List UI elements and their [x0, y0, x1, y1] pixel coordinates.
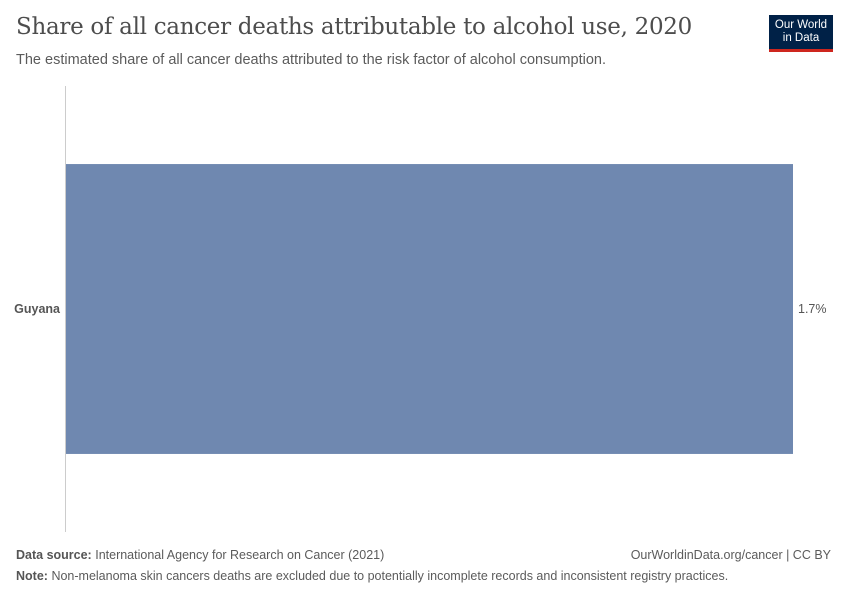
note-label: Note:	[16, 569, 48, 583]
chart-subtitle: The estimated share of all cancer deaths…	[16, 52, 606, 68]
source-label: Data source:	[16, 548, 92, 562]
chart-title: Share of all cancer deaths attributable …	[16, 14, 692, 40]
owid-logo[interactable]: Our World in Data	[769, 15, 833, 52]
bar-guyana[interactable]	[66, 164, 793, 454]
data-source: Data source: International Agency for Re…	[16, 548, 384, 562]
note: Note: Non-melanoma skin cancers deaths a…	[16, 569, 728, 583]
source-link[interactable]: OurWorldinData.org/cancer | CC BY	[630, 548, 831, 562]
note-text: Non-melanoma skin cancers deaths are exc…	[51, 569, 729, 583]
value-label: 1.7%	[798, 302, 827, 316]
logo-text: Our World in Data	[774, 19, 828, 44]
category-label: Guyana	[14, 302, 61, 316]
source-text[interactable]: International Agency for Research on Can…	[95, 548, 385, 562]
